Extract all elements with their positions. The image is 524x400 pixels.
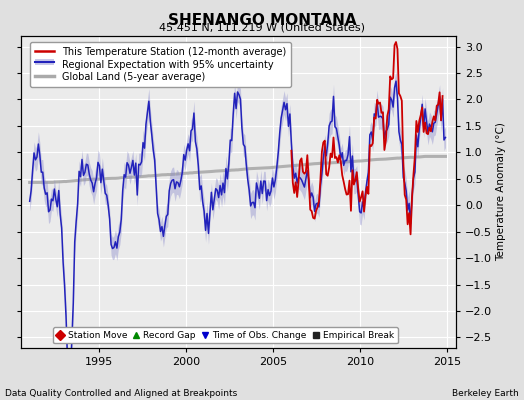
Text: Berkeley Earth: Berkeley Earth bbox=[452, 389, 519, 398]
Legend: Station Move, Record Gap, Time of Obs. Change, Empirical Break: Station Move, Record Gap, Time of Obs. C… bbox=[53, 327, 398, 344]
Text: Data Quality Controlled and Aligned at Breakpoints: Data Quality Controlled and Aligned at B… bbox=[5, 389, 237, 398]
Y-axis label: Temperature Anomaly (°C): Temperature Anomaly (°C) bbox=[496, 122, 506, 262]
Text: SHENANGO MONTANA: SHENANGO MONTANA bbox=[168, 13, 356, 28]
Text: 45.451 N, 111.219 W (United States): 45.451 N, 111.219 W (United States) bbox=[159, 22, 365, 32]
